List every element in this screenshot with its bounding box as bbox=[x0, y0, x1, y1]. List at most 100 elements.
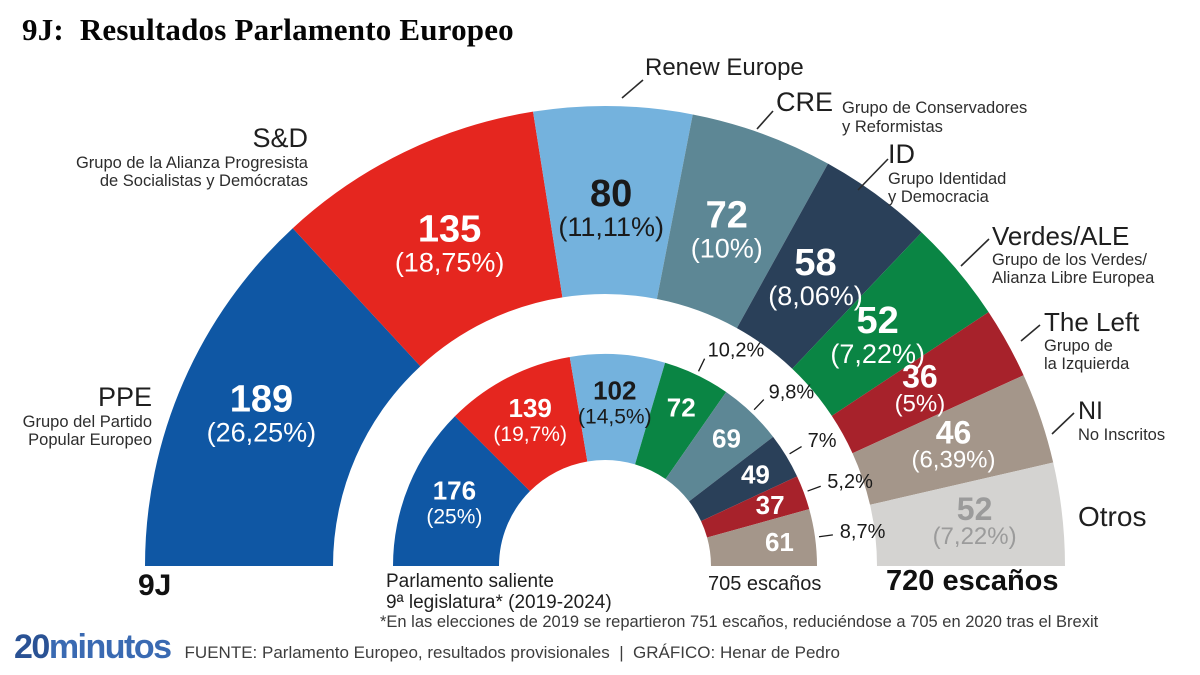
leader-verdes bbox=[960, 238, 990, 267]
outside-pct: 7% bbox=[808, 430, 837, 452]
brand-logo: 20minutos bbox=[14, 628, 172, 667]
segment-value: 189 bbox=[230, 379, 293, 421]
segment-pct: (18,75%) bbox=[395, 248, 505, 278]
segment-pct: (5%) bbox=[895, 391, 946, 418]
segment-value: 102 bbox=[593, 375, 636, 405]
inner-segment-5 bbox=[689, 436, 798, 522]
segment-value: 52 bbox=[857, 300, 899, 342]
group-desc-ppe: Popular Europeo bbox=[28, 431, 152, 450]
pct-leader-line bbox=[697, 358, 706, 372]
group-desc-verdes: Grupo de los Verdes/ bbox=[992, 250, 1148, 269]
segment-pct: (25%) bbox=[426, 506, 482, 529]
group-desc-ni: No Inscritos bbox=[1078, 425, 1166, 444]
page-title: 9J: Resultados Parlamento Europeo bbox=[22, 12, 514, 47]
inner-segment-0 bbox=[393, 416, 530, 566]
group-name-otros: Otros bbox=[1078, 501, 1147, 532]
group-desc-ppe: Grupo del Partido bbox=[22, 412, 152, 431]
outer-segment-8 bbox=[870, 462, 1065, 566]
segment-value: 139 bbox=[509, 393, 552, 423]
segment-value: 176 bbox=[433, 476, 476, 506]
pct-leader-line bbox=[807, 485, 821, 492]
outer-segment-5 bbox=[792, 232, 989, 416]
segment-pct: (10%) bbox=[691, 234, 763, 264]
segment-value: 80 bbox=[590, 173, 632, 215]
group-desc-id: y Democracia bbox=[888, 188, 989, 207]
outer-segment-1 bbox=[292, 111, 563, 367]
pct-leader-line bbox=[789, 446, 802, 455]
group-name-cre: CRE bbox=[776, 87, 834, 117]
inner-segment-7 bbox=[707, 509, 817, 566]
segment-pct: (7,22%) bbox=[830, 339, 925, 369]
group-name-verdes: Verdes/ALE bbox=[992, 221, 1130, 251]
label-sd: S&D Grupo de la Alianza Progresista de S… bbox=[75, 123, 308, 191]
label-renew: Renew Europe bbox=[645, 54, 804, 81]
group-desc-theleft: la Izquierda bbox=[1044, 355, 1130, 374]
outgoing-line1: Parlamento saliente bbox=[386, 571, 554, 592]
segment-value: 49 bbox=[741, 460, 770, 490]
label-theleft: The Left Grupo de la Izquierda bbox=[1044, 308, 1139, 374]
outer-segment-7 bbox=[852, 375, 1054, 505]
axis-label-9j: 9J bbox=[138, 569, 172, 602]
segment-value: 58 bbox=[794, 242, 836, 284]
leader-cre bbox=[756, 110, 774, 130]
logo-20: 20 bbox=[14, 628, 50, 666]
axis-label-outgoing-parliament: Parlamento saliente 9ª legislatura* (201… bbox=[386, 571, 612, 614]
segment-pct: (11,11%) bbox=[558, 212, 664, 242]
segment-pct: (6,39%) bbox=[911, 447, 995, 474]
group-desc-sd: de Socialistas y Demócratas bbox=[99, 172, 308, 191]
leader-renew bbox=[621, 79, 644, 99]
label-cre: CRE Grupo de Conservadores y Reformistas bbox=[776, 87, 1028, 136]
segment-pct: (8,06%) bbox=[768, 281, 863, 311]
leader-id bbox=[857, 158, 889, 191]
outside-pct: 8,7% bbox=[840, 521, 886, 543]
group-name-sd: S&D bbox=[252, 123, 308, 153]
inner-segment-1 bbox=[454, 356, 588, 492]
group-name-theleft: The Left bbox=[1044, 307, 1140, 337]
segment-pct: (7,22%) bbox=[933, 523, 1017, 550]
label-otros: Otros bbox=[1078, 501, 1147, 533]
pct-leader-line bbox=[818, 534, 833, 538]
footer: 20minutos FUENTE: Parlamento Europeo, re… bbox=[14, 628, 840, 667]
leader-ni bbox=[1051, 412, 1075, 435]
segment-value: 37 bbox=[756, 490, 785, 520]
leader-theleft bbox=[1020, 324, 1041, 342]
label-verdes: Verdes/ALE Grupo de los Verdes/ Alianza … bbox=[992, 222, 1154, 288]
segment-value: 72 bbox=[706, 195, 748, 237]
segment-value: 69 bbox=[712, 424, 741, 454]
outer-segment-6 bbox=[831, 312, 1024, 454]
footnote: *En las elecciones de 2019 se repartiero… bbox=[380, 613, 1099, 631]
outer-segment-0 bbox=[145, 228, 421, 566]
group-desc-cre: Grupo de Conservadores bbox=[842, 99, 1028, 117]
group-name-ppe: PPE bbox=[97, 382, 152, 412]
segment-value: 52 bbox=[957, 491, 993, 527]
inner-segment-6 bbox=[701, 476, 810, 538]
inner-segment-3 bbox=[635, 362, 727, 480]
outer-segment-4 bbox=[736, 163, 922, 369]
label-ni: NI No Inscritos bbox=[1078, 397, 1166, 444]
segment-value: 61 bbox=[765, 527, 794, 557]
label-id: ID Grupo Identidad y Democracia bbox=[888, 139, 1006, 207]
total-seats-705: 705 escaños bbox=[708, 573, 822, 595]
outside-pct: 5,2% bbox=[827, 471, 873, 493]
group-desc-verdes: Alianza Libre Europea bbox=[992, 269, 1155, 288]
outside-pct: 10,2% bbox=[708, 339, 765, 361]
label-ppe: PPE Grupo del Partido Popular Europeo bbox=[22, 382, 152, 450]
total-seats-720: 720 escaños bbox=[886, 565, 1059, 597]
segment-value: 72 bbox=[667, 392, 696, 422]
group-desc-theleft: Grupo de bbox=[1044, 336, 1113, 355]
group-desc-cre: y Reformistas bbox=[842, 117, 943, 136]
outer-segment-2 bbox=[533, 105, 693, 299]
group-name-id: ID bbox=[888, 139, 915, 169]
outer-segment-3 bbox=[656, 114, 829, 329]
segment-value: 135 bbox=[418, 209, 481, 251]
segment-value: 36 bbox=[902, 359, 938, 395]
logo-minutos: minutos bbox=[48, 628, 172, 666]
group-name-renew: Renew Europe bbox=[645, 54, 804, 81]
outgoing-line2: 9ª legislatura* (2019-2024) bbox=[386, 591, 612, 613]
pct-leader-line bbox=[753, 399, 765, 411]
segment-pct: (19,7%) bbox=[493, 423, 567, 446]
outside-pct: 9,8% bbox=[769, 382, 815, 404]
group-desc-sd: Grupo de la Alianza Progresista bbox=[75, 153, 308, 172]
